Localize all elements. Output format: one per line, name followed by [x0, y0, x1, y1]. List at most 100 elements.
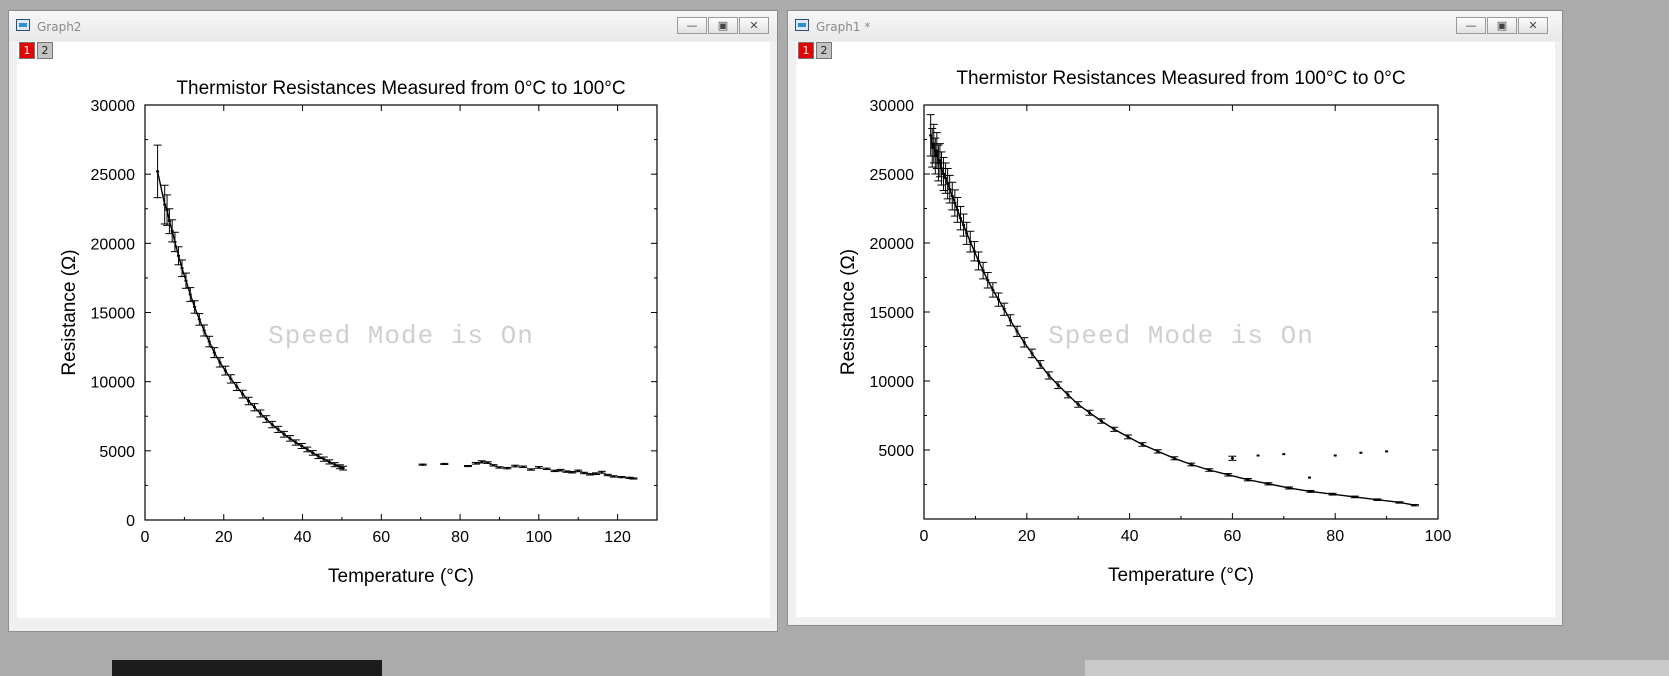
graph-page[interactable]: Speed Mode is On Thermistor Resistances M… [796, 42, 1555, 617]
data-point [936, 161, 940, 164]
data-point [600, 471, 604, 474]
data-point [333, 463, 337, 466]
data-point [972, 250, 976, 253]
data-point [955, 208, 959, 211]
data-point [252, 406, 256, 409]
data-point [559, 469, 563, 472]
data-point [305, 448, 309, 451]
data-point [942, 173, 946, 175]
graph-page[interactable]: Speed Mode is On Thermistor Resistances M… [17, 42, 770, 618]
y-tick-label: 30000 [91, 98, 136, 115]
layer-tab-2[interactable]: 2 [816, 42, 832, 59]
data-point [991, 288, 995, 291]
data-point [188, 293, 192, 296]
data-point [235, 385, 239, 388]
data-point [229, 377, 233, 380]
y-tick-label: 10000 [91, 375, 136, 392]
background-window-strip [112, 660, 382, 676]
data-point [1112, 428, 1116, 431]
y-axis-label: Resistance (Ω) [59, 249, 80, 375]
restore-button[interactable]: ▣ [708, 17, 738, 34]
close-button[interactable]: ✕ [739, 17, 769, 34]
data-point [1047, 374, 1051, 377]
data-point [207, 340, 211, 343]
minimize-button[interactable]: — [1456, 17, 1486, 34]
data-point [466, 465, 470, 468]
data-point [948, 188, 952, 191]
data-point [968, 240, 972, 243]
background-window-strip-right [1085, 660, 1669, 676]
series-line [156, 171, 344, 469]
data-point [170, 229, 174, 232]
graph-window-icon [16, 19, 30, 31]
data-point [606, 474, 610, 477]
data-point [946, 182, 950, 185]
data-point [341, 467, 345, 470]
window-title: Graph2 [37, 20, 82, 34]
data-point [1246, 478, 1250, 481]
close-button[interactable]: ✕ [1518, 17, 1548, 34]
data-point [180, 267, 184, 270]
graph1-window[interactable]: Graph1 * — ▣ ✕ Speed Mode is On Thermisto… [787, 10, 1563, 626]
y-tick-label: 20000 [870, 236, 915, 253]
data-point [1030, 352, 1034, 355]
data-point [1140, 443, 1144, 446]
data-point [620, 476, 624, 479]
data-point [202, 329, 206, 332]
plot-frame [923, 104, 1439, 520]
data-point [480, 460, 484, 463]
data-point [564, 470, 568, 473]
data-point [1099, 420, 1103, 423]
data-point [1189, 463, 1193, 466]
layer-tab-1[interactable]: 1 [19, 42, 35, 59]
data-point [223, 369, 227, 372]
data-point [582, 471, 586, 474]
data-point [958, 217, 962, 220]
y-axis-label: Resistance (Ω) [838, 249, 859, 375]
data-point [981, 269, 985, 272]
data-point [492, 464, 496, 467]
data-point [953, 201, 957, 204]
data-point [497, 466, 501, 469]
data-point [529, 468, 533, 471]
data-point [327, 460, 331, 463]
layer-tab-2[interactable]: 2 [37, 42, 53, 59]
chart-svg: Speed Mode is On Thermistor Resistances M… [838, 68, 1451, 586]
data-point [165, 209, 169, 212]
data-point [1359, 451, 1363, 454]
data-point [1015, 330, 1019, 333]
data-point [300, 444, 304, 447]
data-point [986, 279, 990, 282]
graph2-window[interactable]: Graph2 — ▣ ✕ Speed Mode is On Thermistor … [8, 10, 778, 632]
x-axis-label: Temperature (°C) [328, 566, 474, 587]
data-point [421, 463, 425, 466]
data-point [537, 466, 541, 469]
layer-tab-1[interactable]: 1 [798, 42, 814, 59]
data-point [173, 240, 177, 243]
data-point [288, 437, 292, 440]
data-point [594, 472, 598, 475]
graph2-titlebar[interactable]: Graph2 — ▣ ✕ [9, 11, 777, 41]
data-point [167, 220, 171, 223]
speed-mode-watermark: Speed Mode is On [268, 321, 534, 351]
y-tick-label: 20000 [91, 236, 136, 253]
y-tick-label: 0 [126, 513, 135, 530]
x-tick-label: 20 [1018, 528, 1036, 545]
x-tick-label: 0 [141, 529, 150, 546]
data-point [474, 462, 478, 465]
y-tick-label: 25000 [870, 167, 915, 184]
graph1-titlebar[interactable]: Graph1 * — ▣ ✕ [788, 11, 1562, 41]
data-point [1156, 450, 1160, 453]
data-point [442, 462, 446, 465]
data-point [962, 224, 966, 227]
data-point [1256, 454, 1260, 457]
data-point [938, 159, 942, 162]
minimize-button[interactable]: — [677, 17, 707, 34]
data-point [1056, 384, 1060, 387]
plot-frame [144, 104, 658, 521]
data-point [1353, 495, 1357, 498]
data-point [276, 428, 280, 431]
restore-button[interactable]: ▣ [1487, 17, 1517, 34]
data-point [1207, 469, 1211, 472]
data-point [197, 318, 201, 321]
